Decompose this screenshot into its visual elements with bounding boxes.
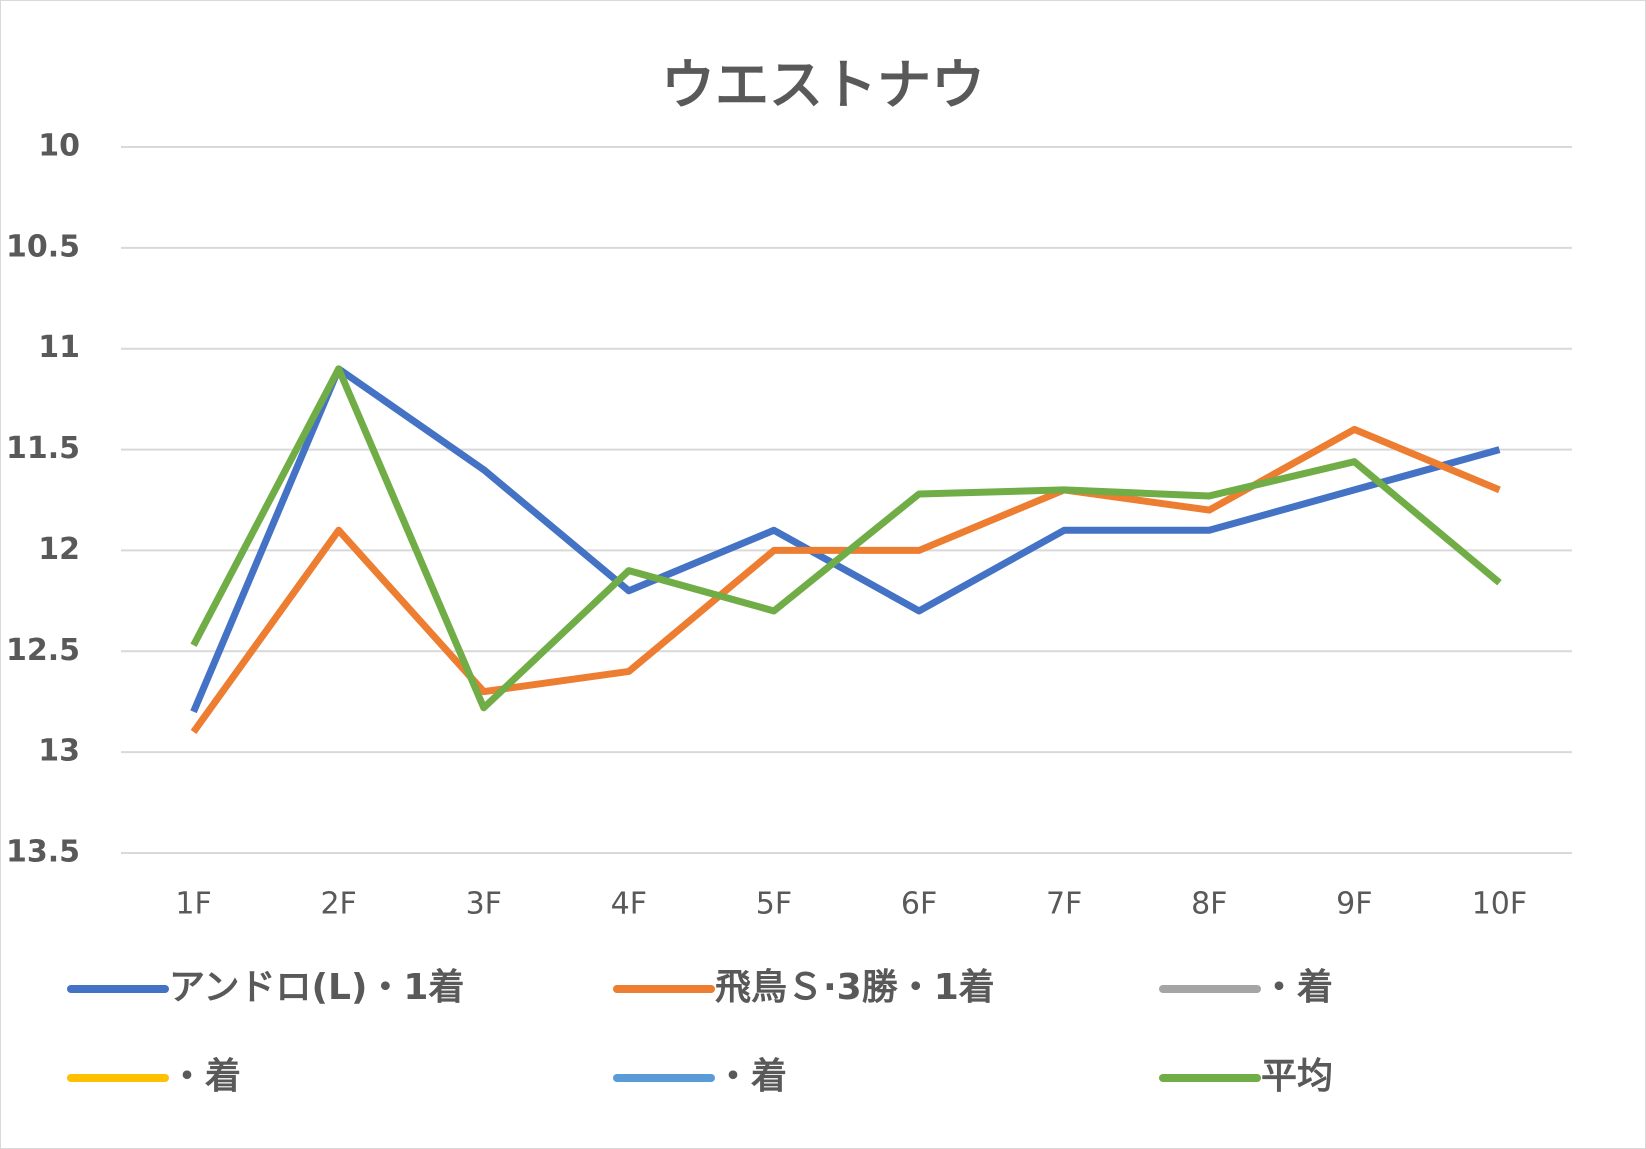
x-tick-label: 3F (466, 887, 502, 922)
y-tick-label: 10.5 (6, 229, 80, 264)
chart-title: ウエストナウ (661, 54, 985, 117)
legend-label: アンドロ(L)・1着 (169, 967, 464, 1008)
legend-label: ・着 (715, 1056, 787, 1097)
y-tick-label: 11 (38, 330, 80, 365)
legend-label: ・着 (1261, 967, 1333, 1008)
x-tick-label: 5F (756, 887, 792, 922)
y-tick-label: 11.5 (6, 431, 80, 466)
y-tick-label: 13.5 (6, 835, 80, 870)
data-line (190, 365, 1501, 714)
y-tick-label: 10 (38, 129, 80, 164)
x-tick-label: 4F (611, 887, 647, 922)
legend-label: 平均 (1261, 1056, 1333, 1097)
y-tick-label: 12.5 (6, 633, 80, 668)
x-tick-label: 9F (1336, 887, 1372, 922)
x-tick-label: 8F (1191, 887, 1227, 922)
y-tick-label: 13 (38, 734, 80, 769)
x-tick-label: 7F (1046, 887, 1082, 922)
x-tick-label: 1F (175, 887, 211, 922)
y-tick-label: 12 (38, 532, 80, 567)
legend-label: 飛鳥Ｓ·3勝・1着 (715, 967, 995, 1008)
data-line (190, 365, 1502, 712)
x-tick-label: 2F (320, 887, 356, 922)
legend-label: ・着 (169, 1056, 241, 1097)
x-tick-label: 6F (901, 887, 937, 922)
x-tick-label: 10F (1472, 887, 1527, 922)
